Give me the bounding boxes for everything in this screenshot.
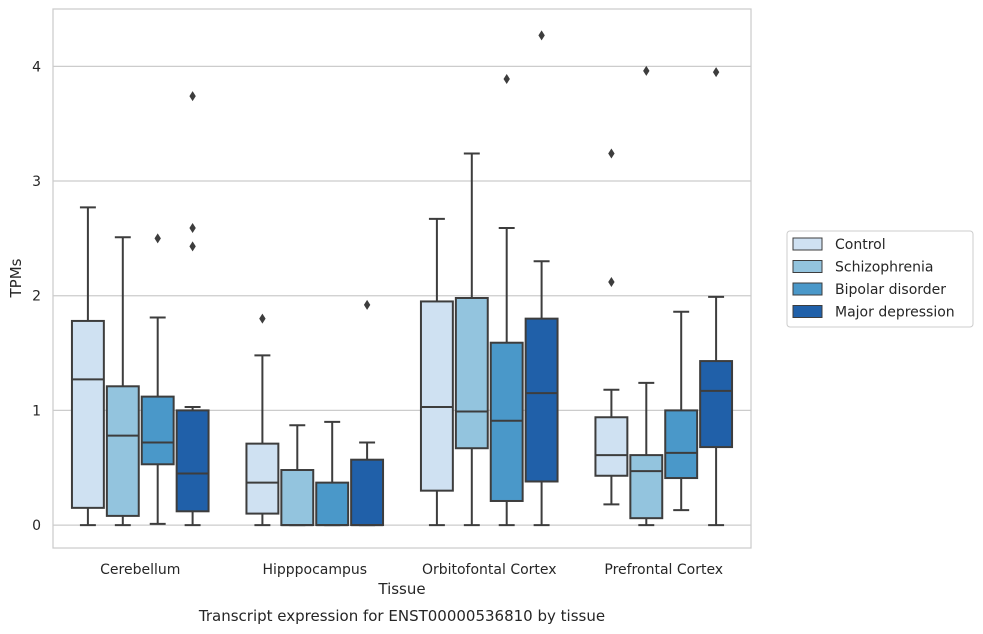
box-group xyxy=(594,148,629,506)
outlier-point xyxy=(154,233,161,244)
box xyxy=(489,341,524,502)
box-group xyxy=(245,313,280,527)
box xyxy=(594,416,629,477)
box xyxy=(524,317,559,483)
box-group xyxy=(140,233,175,525)
box-group xyxy=(280,424,315,527)
chart-caption: Transcript expression for ENST0000053681… xyxy=(198,607,605,625)
x-tick-label: Hipppocampus xyxy=(262,562,367,578)
outlier-point xyxy=(538,30,545,41)
box xyxy=(664,409,699,480)
box-group xyxy=(175,91,210,527)
box xyxy=(280,469,315,527)
y-tick-label: 4 xyxy=(32,59,41,75)
outlier-point xyxy=(712,67,720,78)
x-tick-labels: Cerebellum Hipppocampus Orbitofontal Corte… xyxy=(100,562,723,578)
outlier-point xyxy=(608,148,615,159)
box-group xyxy=(629,65,664,527)
box-group xyxy=(489,73,524,527)
outlier-point xyxy=(189,91,196,102)
y-tick-label: 1 xyxy=(32,403,41,419)
box-group xyxy=(664,310,699,512)
box xyxy=(699,360,734,449)
legend-swatch xyxy=(792,237,823,251)
box xyxy=(105,385,140,517)
legend-label: Control xyxy=(835,237,886,253)
legend-label: Bipolar disorder xyxy=(835,282,946,298)
x-tick-label: Prefrontal Cortex xyxy=(604,562,723,578)
outlier-point xyxy=(608,276,615,287)
box-group xyxy=(315,420,350,527)
y-tick-label: 0 xyxy=(32,518,41,534)
x-tick-label: Cerebellum xyxy=(100,562,180,578)
box-group xyxy=(350,299,385,527)
y-axis-label: TPMs xyxy=(7,258,25,298)
box xyxy=(419,300,454,492)
y-tick-labels: 0 1 2 3 4 xyxy=(32,59,41,534)
box-group xyxy=(524,30,559,527)
box-group xyxy=(699,67,734,527)
plot-frame xyxy=(52,8,752,549)
box xyxy=(245,442,280,515)
box xyxy=(454,296,489,450)
box-group xyxy=(419,217,454,527)
outlier-point xyxy=(503,73,510,84)
legend-frame xyxy=(786,230,974,328)
x-tick-label: Orbitofontal Cortex xyxy=(422,562,557,578)
outlier-point xyxy=(259,313,266,324)
outlier-point xyxy=(189,241,196,252)
outlier-point xyxy=(643,65,650,76)
box-group xyxy=(454,152,489,527)
box xyxy=(140,395,175,466)
outlier-point xyxy=(363,299,371,310)
outlier-point xyxy=(189,223,196,234)
y-tick-label: 3 xyxy=(32,174,41,190)
y-tick-label: 2 xyxy=(32,289,41,305)
legend-swatch xyxy=(792,305,823,318)
legend-swatch xyxy=(792,260,823,273)
legend-label: Schizophrenia xyxy=(835,260,933,276)
box-group xyxy=(70,206,105,527)
boxes xyxy=(70,30,734,527)
box xyxy=(629,454,664,520)
box xyxy=(70,319,105,509)
box xyxy=(175,409,210,513)
legend: Control Schizophrenia Bipolar disorder Majo… xyxy=(786,230,974,328)
box xyxy=(350,458,385,527)
legend-swatch xyxy=(792,282,823,296)
x-axis-label: Tissue xyxy=(377,580,425,598)
box-group xyxy=(105,236,140,527)
box xyxy=(315,481,350,527)
legend-label: Major depression xyxy=(835,305,955,321)
